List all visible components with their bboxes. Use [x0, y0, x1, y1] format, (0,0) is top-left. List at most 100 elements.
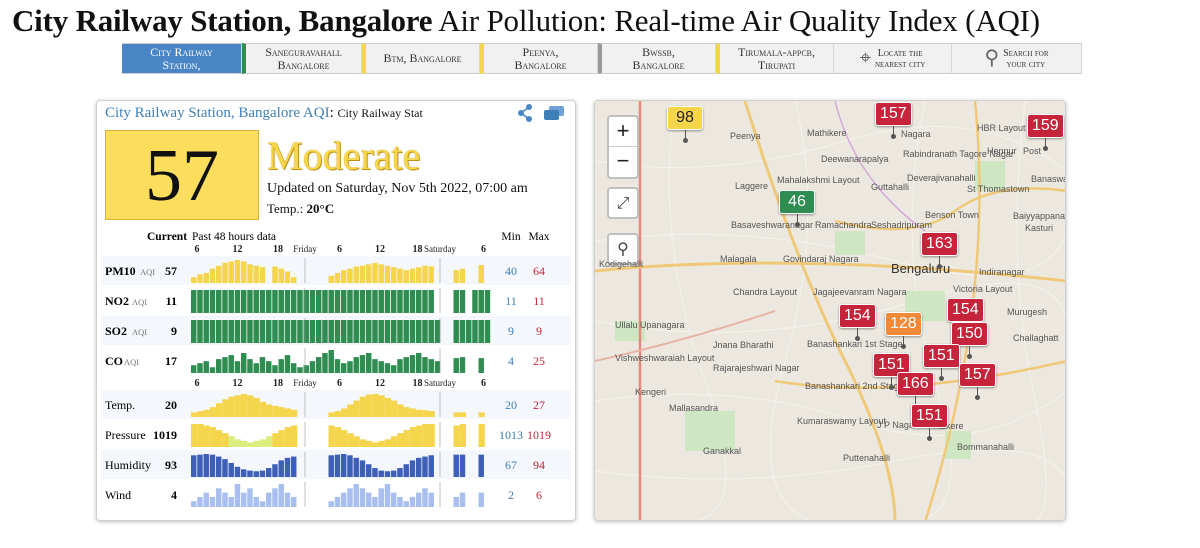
aqi-station-marker[interactable]: 166 — [897, 372, 934, 409]
row-max-value: 11 — [533, 294, 545, 308]
row-current-value: 11 — [166, 294, 177, 308]
history-bar — [347, 488, 353, 507]
history-bar — [384, 484, 391, 507]
history-bar — [428, 411, 435, 417]
history-bar — [253, 496, 259, 507]
map-layers-icon[interactable]: ⚲ — [607, 233, 639, 265]
row-max-value: 27 — [533, 398, 545, 412]
aqi-station-marker[interactable]: 154 — [947, 298, 984, 335]
history-bar — [403, 464, 409, 477]
history-bar — [209, 454, 216, 477]
row-label: NO2 — [105, 294, 129, 308]
history-bar — [266, 320, 272, 343]
history-bar — [272, 290, 278, 313]
aqi-station-marker[interactable]: 163 — [921, 232, 958, 269]
aqi-station-marker[interactable]: 98 — [667, 106, 703, 143]
history-bar — [191, 501, 197, 507]
temp-value: 20°C — [306, 201, 335, 216]
history-bar — [416, 267, 422, 283]
history-bar — [253, 397, 260, 417]
history-bar — [391, 320, 397, 343]
aqi-station-marker[interactable]: 157 — [875, 102, 912, 139]
nav-item-tirumala[interactable]: Tirumala-appcb, Tirupati — [716, 43, 834, 74]
locate-line2: nearest city — [874, 58, 926, 70]
row-label: Temp. — [105, 398, 135, 412]
history-bar — [197, 496, 203, 507]
history-bar — [397, 496, 403, 507]
history-bar — [353, 484, 359, 507]
history-bar — [291, 409, 298, 417]
map-place-label: Banashankari 1st Stage — [807, 339, 903, 349]
history-bar — [234, 290, 241, 313]
history-bar — [384, 320, 391, 343]
history-bar — [391, 365, 397, 373]
aqi-station-marker[interactable]: 151 — [911, 404, 948, 441]
station-map[interactable]: + − ⤢ ⚲ Peenya Mathikere Nagara Rabindranat… — [594, 100, 1066, 521]
search-city-button[interactable]: ⚲ Search for your city — [952, 43, 1082, 74]
history-bar — [453, 496, 459, 507]
history-bar — [347, 361, 353, 373]
embed-widget-icon[interactable] — [543, 104, 565, 122]
aqi-station-marker[interactable]: 151 — [923, 344, 960, 381]
history-bar — [197, 411, 204, 417]
aqi-station-marker[interactable]: 157 — [959, 363, 996, 400]
history-bar — [216, 403, 223, 417]
row-current-value: 93 — [165, 458, 177, 472]
history-bar — [341, 430, 348, 447]
history-bar — [409, 460, 416, 477]
nav-item-line1: Btm, Bangalore — [383, 51, 462, 65]
history-bar — [228, 320, 234, 343]
aqi-station-marker[interactable]: 154 — [839, 304, 876, 341]
history-bar — [284, 355, 291, 373]
locate-nearest-city-button[interactable]: ⌖ Locate the nearest city — [834, 43, 952, 74]
history-bar — [391, 400, 398, 417]
history-bar — [341, 290, 347, 313]
history-bar — [209, 290, 216, 313]
nav-item-saneguravahall[interactable]: Saneguravahall Bangalore — [242, 43, 362, 74]
card-colon: : — [329, 105, 334, 121]
map-place-label: Challaghatt — [1013, 333, 1059, 343]
card-station-name[interactable]: City Railway Station, Bangalore — [105, 105, 300, 121]
fullscreen-icon[interactable]: ⤢ — [607, 187, 639, 219]
history-bar — [191, 455, 197, 477]
map-tiles[interactable] — [595, 101, 1066, 521]
history-bar — [291, 496, 297, 507]
history-bar — [334, 427, 341, 447]
card-header: City Railway Station, Bangalore AQI: Cit… — [105, 105, 423, 122]
history-bar — [253, 363, 259, 373]
history-bar — [272, 433, 279, 447]
history-bar — [272, 320, 278, 343]
top-tick-label: Friday — [293, 244, 317, 254]
history-bar — [372, 320, 378, 343]
nav-item-bwssb[interactable]: Bwssb, Bangalore — [598, 43, 716, 74]
row-label: PM10 — [105, 264, 136, 278]
history-bar — [478, 358, 484, 373]
zoom-out-button[interactable]: − — [616, 148, 630, 173]
history-bar — [397, 433, 404, 447]
history-bar — [228, 496, 234, 507]
history-bar — [191, 320, 197, 343]
mid-tick-label: 6 — [481, 378, 486, 389]
history-bar — [316, 357, 322, 373]
aqi-station-marker[interactable]: 159 — [1027, 114, 1064, 151]
nav-item-btm[interactable]: Btm, Bangalore — [362, 43, 480, 74]
history-bar — [478, 492, 484, 507]
history-bar — [284, 271, 291, 283]
nav-item-city-railway[interactable]: City Railway Station, — [122, 43, 242, 74]
history-bar — [259, 290, 266, 313]
history-bar — [347, 320, 353, 343]
zoom-in-button[interactable]: + — [609, 117, 637, 147]
card-header-icons — [517, 104, 565, 122]
aqi-station-marker[interactable]: 46 — [779, 190, 815, 227]
history-bar — [272, 464, 278, 477]
history-bar — [366, 353, 372, 373]
history-bar — [353, 320, 359, 343]
aqi-station-marker[interactable]: 150 — [951, 322, 988, 359]
aqi-station-marker[interactable]: 128 — [885, 312, 922, 349]
history-bar — [359, 355, 366, 373]
history-bar — [259, 501, 266, 507]
nav-item-peenya[interactable]: Peenya, Bangalore — [480, 43, 598, 74]
map-place-label: Puttenahalli — [843, 453, 891, 463]
share-icon[interactable] — [517, 104, 533, 122]
card-subtitle: City Railway Stat — [337, 106, 423, 120]
